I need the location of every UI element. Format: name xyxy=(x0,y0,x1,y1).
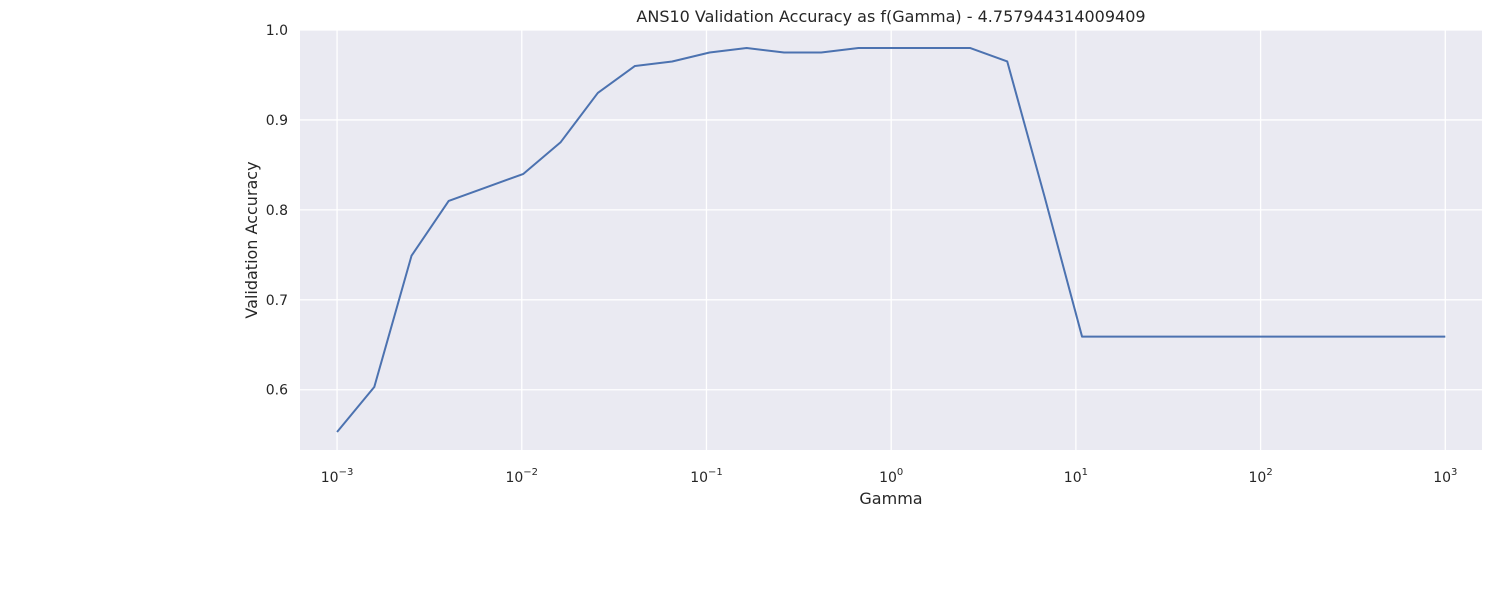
x-tick-exponent: −2 xyxy=(523,467,538,478)
y-axis-label: Validation Accuracy xyxy=(242,161,261,318)
grid xyxy=(300,29,1482,450)
x-tick-base: 10 xyxy=(1433,470,1451,486)
y-tick-label: 0.7 xyxy=(266,293,288,309)
x-tick-base: 10 xyxy=(690,470,708,486)
x-axis-label: Gamma xyxy=(859,489,922,508)
x-tick-exponent: 1 xyxy=(1082,467,1088,478)
x-tick-label: 103 xyxy=(1433,467,1457,486)
y-tick-label: 0.6 xyxy=(266,383,288,399)
x-tick-exponent: 0 xyxy=(897,467,903,478)
x-tick-base: 10 xyxy=(1248,470,1266,486)
y-tick-label: 0.9 xyxy=(266,113,288,129)
x-tick-base: 10 xyxy=(505,470,523,486)
x-tick-exponent: 3 xyxy=(1451,467,1457,478)
y-ticks: 0.6 0.7 0.8 0.9 1.0 xyxy=(266,23,288,399)
x-tick-base: 10 xyxy=(321,470,339,486)
x-tick-label: 10−2 xyxy=(505,467,538,486)
x-tick-exponent: −1 xyxy=(708,467,723,478)
x-tick-label: 10−3 xyxy=(321,467,354,486)
x-ticks: 10−3 10−2 10−1 100 101 102 103 xyxy=(321,467,1458,486)
series-line xyxy=(336,46,1446,433)
x-tick-base: 10 xyxy=(879,470,897,486)
chart-title: ANS10 Validation Accuracy as f(Gamma) - … xyxy=(636,7,1145,26)
x-tick-label: 100 xyxy=(879,467,903,486)
y-tick-label: 1.0 xyxy=(266,23,288,39)
x-tick-exponent: −3 xyxy=(339,467,354,478)
x-tick-label: 10−1 xyxy=(690,467,723,486)
x-tick-exponent: 2 xyxy=(1266,467,1272,478)
x-tick-base: 10 xyxy=(1064,470,1082,486)
x-tick-label: 102 xyxy=(1248,467,1272,486)
y-tick-label: 0.8 xyxy=(266,203,288,219)
series-layer xyxy=(336,46,1446,433)
x-tick-label: 101 xyxy=(1064,467,1088,486)
